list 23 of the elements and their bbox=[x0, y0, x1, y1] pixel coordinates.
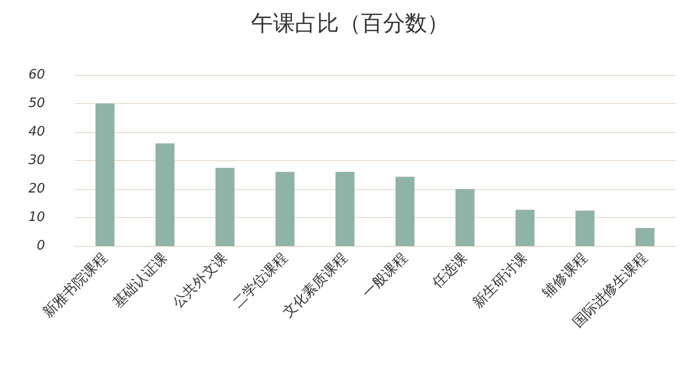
y-tick-label: 20 bbox=[28, 182, 45, 196]
x-tick-label: 公共外文课 bbox=[170, 250, 231, 312]
y-tick-label: 40 bbox=[28, 124, 45, 140]
x-tick-label: 新生研讨课 bbox=[470, 250, 531, 312]
y-tick-label: 10 bbox=[28, 210, 45, 225]
x-tick-label: 任选课 bbox=[428, 250, 471, 292]
bar bbox=[576, 210, 594, 246]
bar bbox=[636, 228, 654, 246]
bar bbox=[396, 176, 414, 246]
y-tick-label: 60 bbox=[28, 68, 45, 82]
bar bbox=[456, 189, 474, 246]
bar bbox=[276, 172, 294, 246]
chart-title: 午课占比（百分数） bbox=[251, 12, 449, 36]
y-tick-label: 50 bbox=[28, 96, 45, 111]
bar bbox=[516, 210, 534, 246]
bar bbox=[216, 168, 234, 246]
bar bbox=[336, 172, 354, 246]
bar bbox=[156, 143, 174, 246]
x-tick-label: 辅修课程 bbox=[540, 250, 591, 302]
x-tick-label: 一般课程 bbox=[360, 250, 411, 302]
y-tick-label: 30 bbox=[28, 153, 45, 168]
bar bbox=[96, 104, 114, 246]
x-tick-label: 基础认证课 bbox=[110, 250, 171, 312]
